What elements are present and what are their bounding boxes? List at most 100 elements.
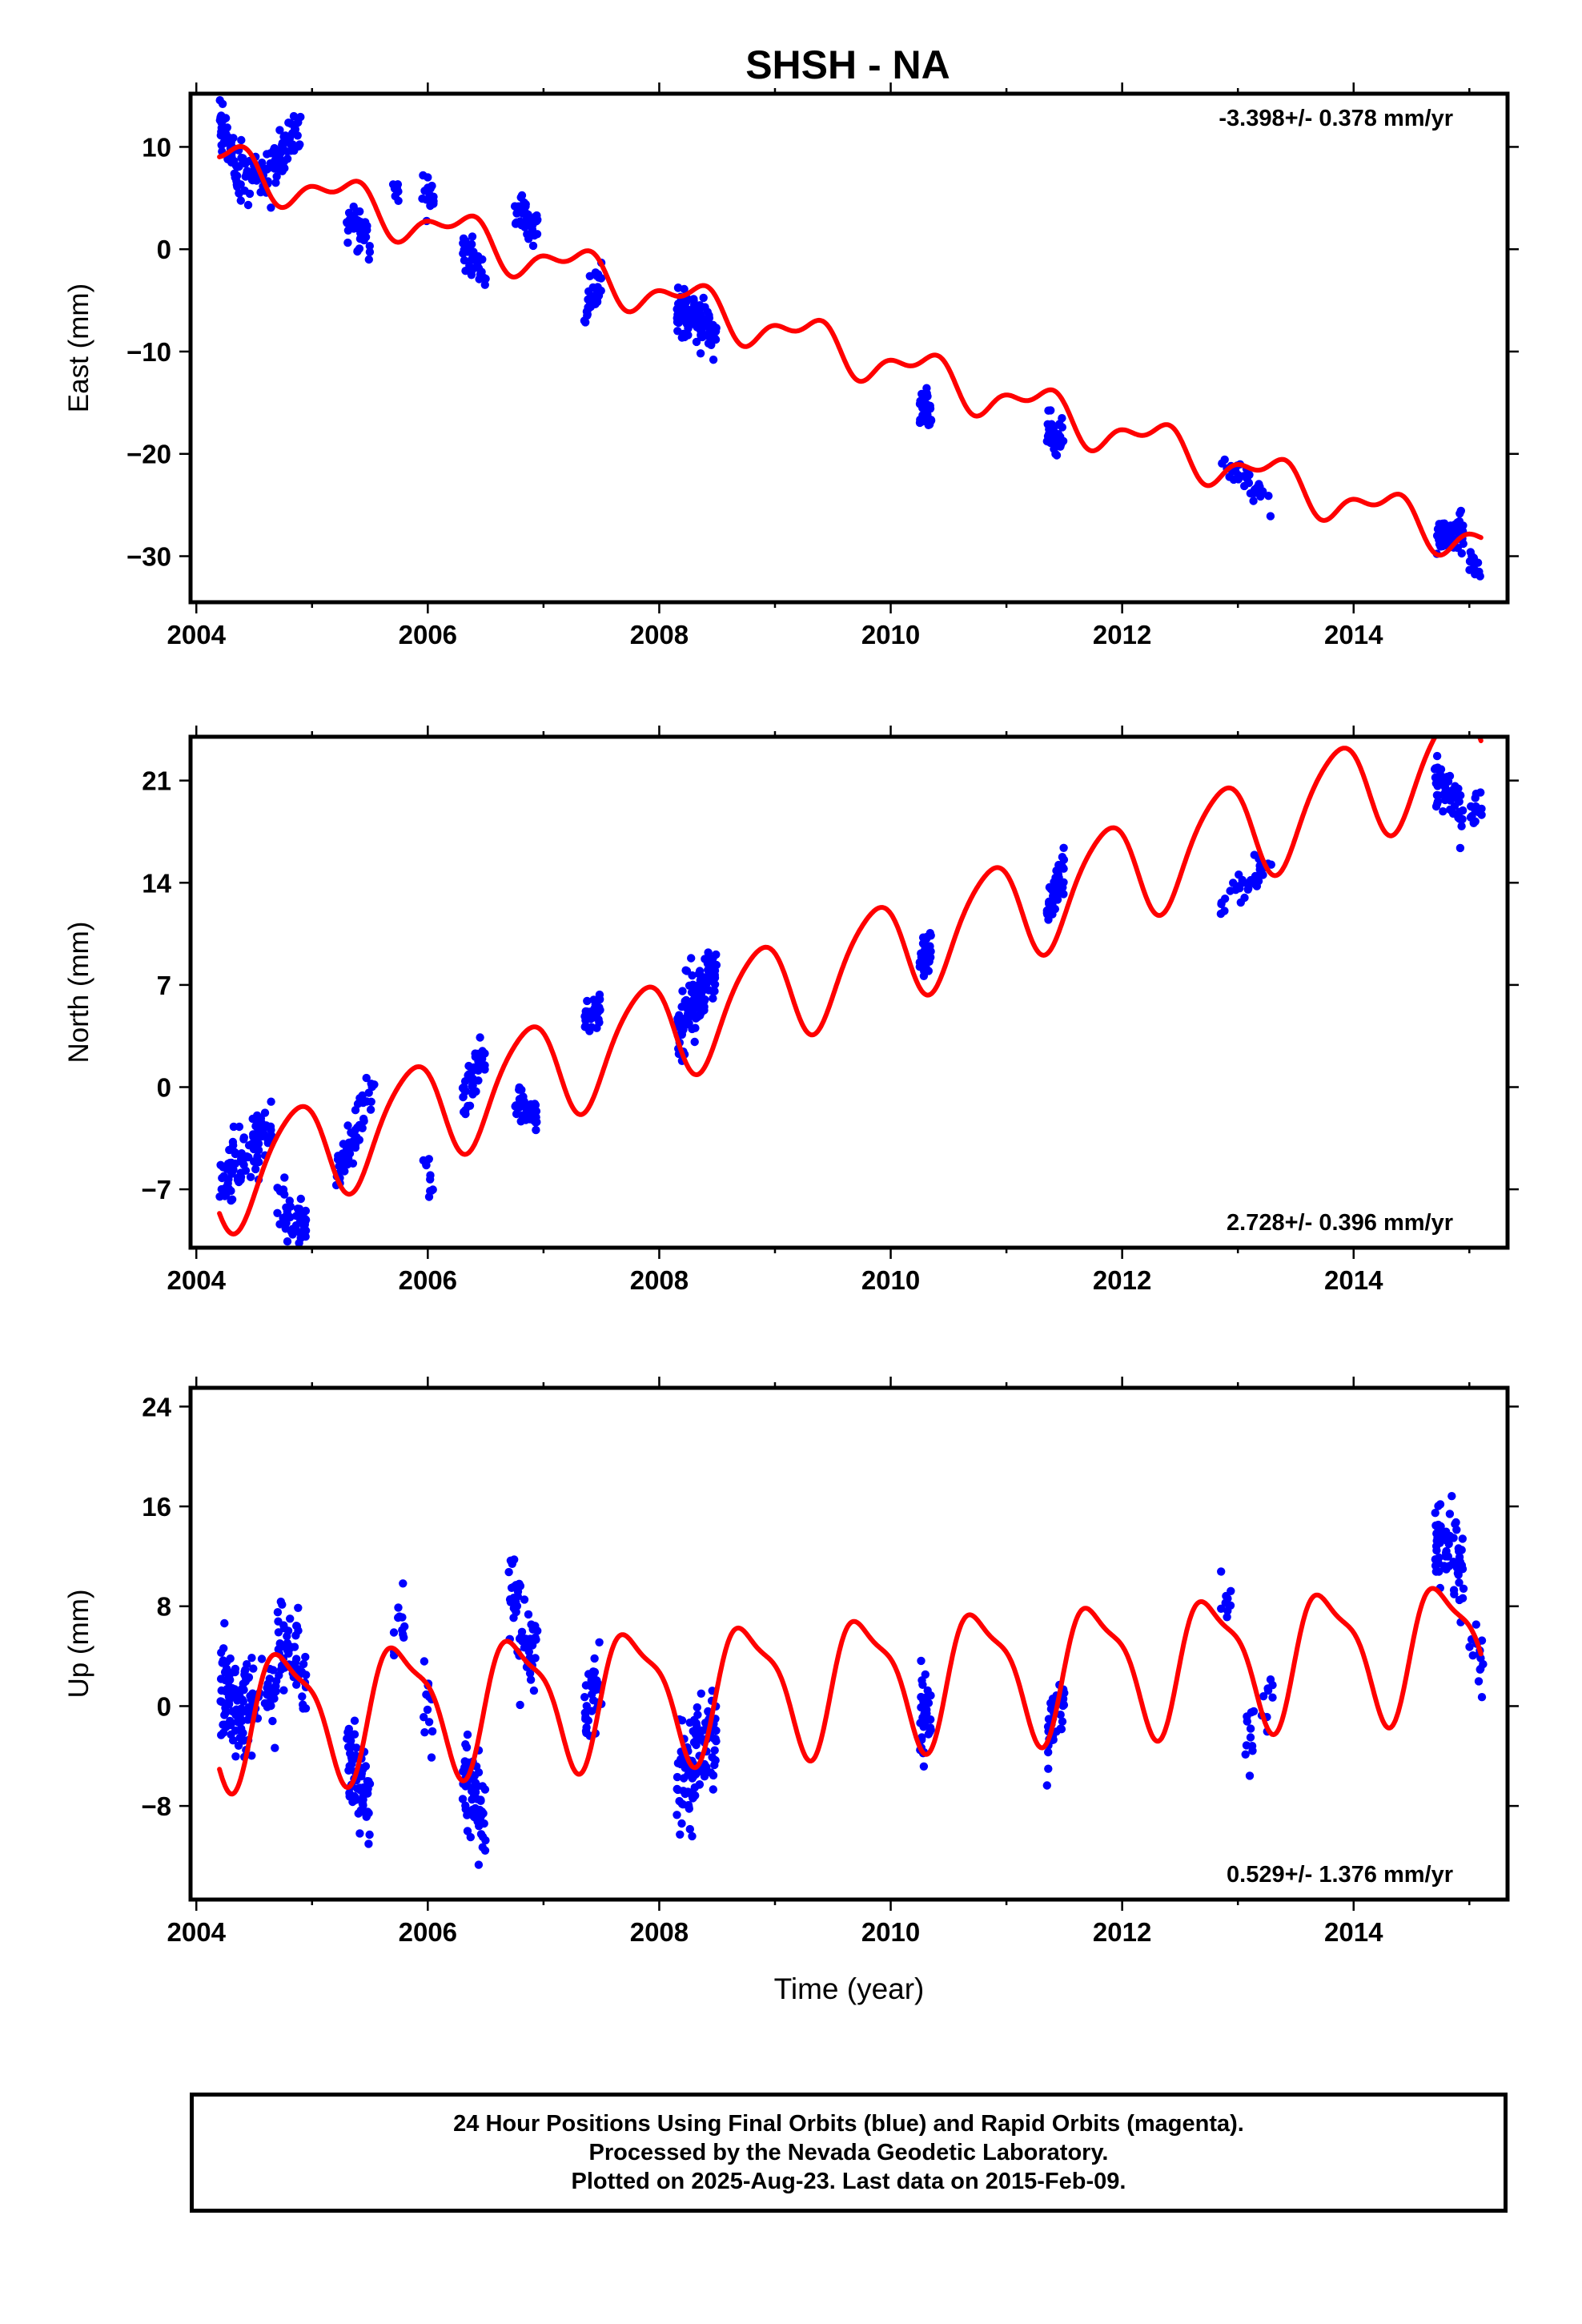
- north-data-point: [480, 1065, 489, 1074]
- up-data-point: [225, 1695, 234, 1704]
- north-y-axis-label: North (mm): [63, 922, 94, 1063]
- east-data-point: [344, 208, 354, 217]
- up-data-point: [420, 1713, 428, 1722]
- east-data-point: [584, 304, 592, 314]
- north-data-point: [705, 975, 713, 985]
- north-data-point: [466, 1070, 475, 1079]
- north-data-point: [1439, 807, 1447, 816]
- east-data-point: [705, 311, 713, 320]
- north-data-point: [224, 1175, 233, 1184]
- up-data-point: [924, 1730, 934, 1739]
- up-data-point: [1248, 1747, 1257, 1755]
- north-data-point: [260, 1108, 270, 1117]
- east-data-point: [394, 196, 403, 205]
- up-data-point: [347, 1742, 356, 1751]
- east-data-point: [347, 221, 355, 231]
- east-data-point: [476, 270, 485, 279]
- up-data-point: [1435, 1567, 1443, 1576]
- east-data-point: [680, 296, 689, 305]
- up-data-point: [524, 1642, 534, 1651]
- up-data-point: [476, 1811, 486, 1820]
- up-data-point: [351, 1795, 360, 1804]
- east-data-point: [521, 202, 530, 211]
- east-data-point: [270, 143, 279, 153]
- up-y-tick-label: 16: [142, 1492, 171, 1522]
- up-data-point: [1447, 1492, 1456, 1501]
- east-data-point: [275, 126, 284, 135]
- north-data-point: [300, 1256, 308, 1265]
- east-data-point: [514, 208, 523, 217]
- north-data-point: [476, 1033, 484, 1042]
- north-data-point: [267, 1097, 275, 1106]
- north-x-tick-label: 2012: [1093, 1265, 1151, 1295]
- north-data-point: [1432, 751, 1442, 761]
- north-data-point: [300, 1214, 309, 1223]
- up-data-point: [362, 1812, 371, 1821]
- north-data-point: [693, 1012, 702, 1022]
- up-data-point: [677, 1716, 687, 1725]
- north-x-tick-label: 2006: [399, 1265, 457, 1295]
- north-data-point: [1058, 853, 1067, 862]
- east-data-point: [239, 154, 247, 163]
- up-data-point: [298, 1692, 307, 1701]
- up-data-point: [690, 1783, 699, 1792]
- north-data-point: [367, 1083, 376, 1092]
- east-data-point: [1249, 497, 1258, 505]
- east-data-point: [1051, 449, 1060, 459]
- east-data-point: [580, 316, 589, 325]
- up-data-point: [301, 1704, 311, 1713]
- north-data-point: [1231, 886, 1240, 895]
- north-data-point: [285, 1196, 294, 1205]
- up-data-point: [344, 1766, 353, 1775]
- east-data-point: [1439, 519, 1449, 528]
- east-data-point: [1476, 572, 1484, 581]
- up-data-point: [1472, 1620, 1481, 1629]
- up-data-point: [420, 1728, 429, 1737]
- east-data-point: [677, 333, 686, 342]
- north-data-point: [701, 955, 709, 963]
- up-data-point: [294, 1603, 303, 1613]
- north-data-point: [1256, 870, 1265, 879]
- north-data-point: [1477, 804, 1486, 814]
- north-data-point: [581, 1007, 590, 1016]
- north-data-point: [465, 1101, 475, 1111]
- north-data-point: [1458, 806, 1468, 815]
- up-data-point: [476, 1830, 486, 1839]
- up-data-point: [580, 1693, 589, 1702]
- north-data-point: [422, 1160, 431, 1169]
- east-data-point: [926, 416, 936, 425]
- east-data-point: [522, 215, 531, 224]
- up-data-point: [468, 1805, 477, 1814]
- east-data-point: [517, 191, 527, 200]
- east-data-point: [365, 242, 374, 251]
- east-data-point: [523, 230, 532, 239]
- north-data-point: [480, 1049, 489, 1058]
- east-data-point: [916, 415, 925, 424]
- up-data-point: [270, 1694, 279, 1703]
- north-x-tick-label: 2010: [861, 1265, 920, 1295]
- up-data-point: [1241, 1750, 1250, 1759]
- north-x-tick-label: 2008: [630, 1265, 689, 1295]
- north-data-point: [1229, 879, 1238, 887]
- up-data-point: [689, 1794, 697, 1803]
- east-data-point: [594, 273, 604, 282]
- up-data-point: [223, 1686, 231, 1695]
- east-panel: 2004 2006 2008 2010 2012 2014 10 0 −10 −20 −30 East…: [63, 82, 1519, 649]
- up-data-point: [516, 1700, 524, 1710]
- up-y-tick-label: 24: [142, 1392, 171, 1421]
- up-data-point: [424, 1718, 434, 1727]
- up-data-point: [220, 1667, 230, 1677]
- up-data-point: [363, 1784, 372, 1793]
- up-data-point: [1476, 1665, 1484, 1674]
- up-data-point: [361, 1762, 371, 1771]
- north-data-point: [583, 996, 592, 1006]
- east-y-tick-label: −30: [126, 542, 171, 572]
- north-rate-annotation: 2.728+/- 0.396 mm/yr: [1227, 1210, 1453, 1236]
- up-data-point: [700, 1772, 709, 1781]
- north-data-point: [701, 995, 709, 1004]
- up-data-point: [216, 1697, 225, 1706]
- north-data-point: [338, 1149, 347, 1158]
- north-data-point: [690, 1037, 699, 1047]
- east-data-point: [585, 271, 594, 280]
